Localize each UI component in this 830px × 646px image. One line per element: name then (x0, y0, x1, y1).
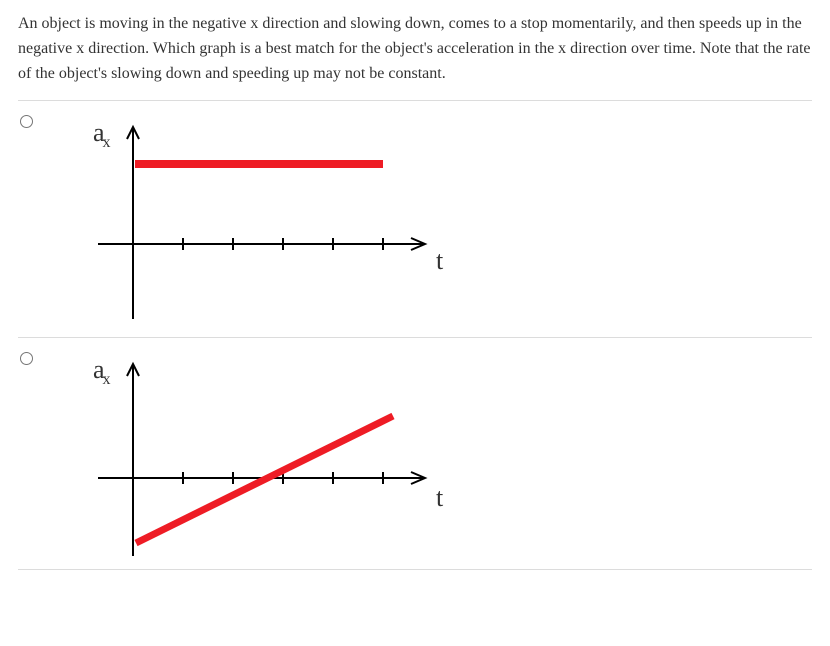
option-b-radio[interactable] (20, 352, 33, 365)
option-row: ax t (18, 101, 812, 337)
graph-cell: ax t (46, 109, 458, 329)
option-a-radio[interactable] (20, 115, 33, 128)
x-axis-label: t (436, 483, 444, 512)
radio-cell (18, 346, 46, 370)
y-axis-label: ax (93, 118, 111, 151)
option-row: ax t (18, 338, 812, 569)
graph-option-b: ax t (58, 346, 458, 561)
data-line (136, 416, 393, 543)
x-axis-label: t (436, 246, 444, 275)
question-text: An object is moving in the negative x di… (18, 12, 812, 86)
radio-cell (18, 109, 46, 133)
graph-cell: ax t (46, 346, 458, 561)
separator (18, 569, 812, 570)
y-axis-label: ax (93, 355, 111, 388)
graph-option-a: ax t (58, 109, 458, 329)
question-container: An object is moving in the negative x di… (0, 0, 830, 570)
